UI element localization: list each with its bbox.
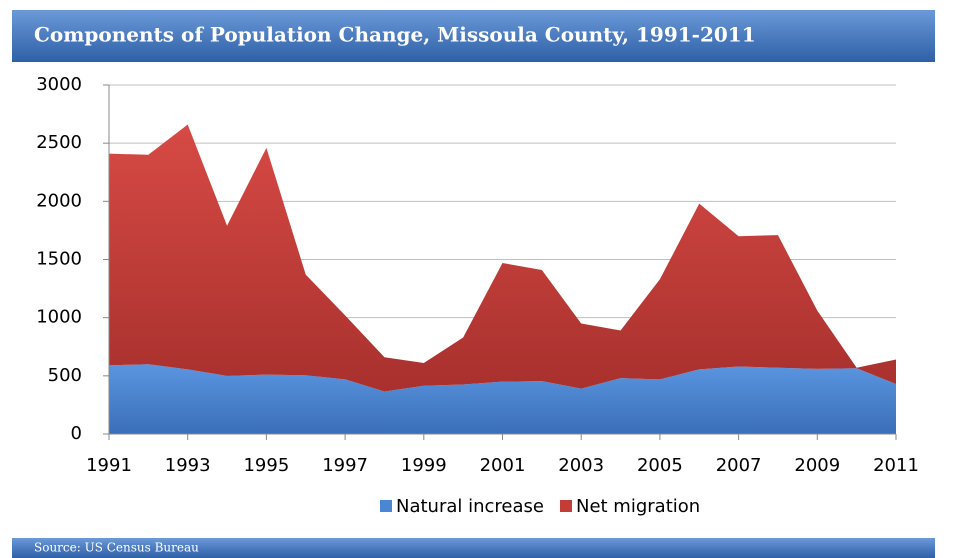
x-tick-label: 1999 [401, 455, 447, 476]
legend-label: Net migration [576, 496, 700, 517]
area [109, 124, 896, 392]
y-tick-label: 500 [48, 365, 82, 386]
x-tick-label: 2003 [558, 455, 604, 476]
x-tick-label: 2005 [637, 455, 683, 476]
legend-swatch [559, 500, 572, 512]
title-banner [12, 10, 935, 62]
y-tick-label: 2000 [36, 190, 82, 211]
y-tick-label: 0 [71, 423, 82, 444]
y-tick-label: 1000 [36, 307, 82, 328]
x-tick-label: 1991 [86, 455, 132, 476]
x-tick-label: 2007 [716, 455, 762, 476]
x-tick-label: 2001 [480, 455, 526, 476]
y-tick-label: 1500 [36, 249, 82, 270]
x-tick-label: 1993 [165, 455, 211, 476]
x-tick-label: 1997 [322, 455, 368, 476]
y-tick-label: 3000 [36, 74, 82, 95]
area [109, 364, 896, 434]
source: Source: US Census Bureau [34, 541, 199, 555]
legend-label: Natural increase [396, 496, 544, 517]
source-banner [12, 538, 935, 558]
x-tick-label: 1995 [243, 455, 289, 476]
x-tick-label: 2011 [873, 455, 919, 476]
legend-swatch [380, 500, 392, 512]
chart-title: Components of Population Change, Missoul… [34, 23, 756, 47]
x-tick-label: 2009 [794, 455, 840, 476]
y-tick-label: 2500 [36, 132, 82, 153]
